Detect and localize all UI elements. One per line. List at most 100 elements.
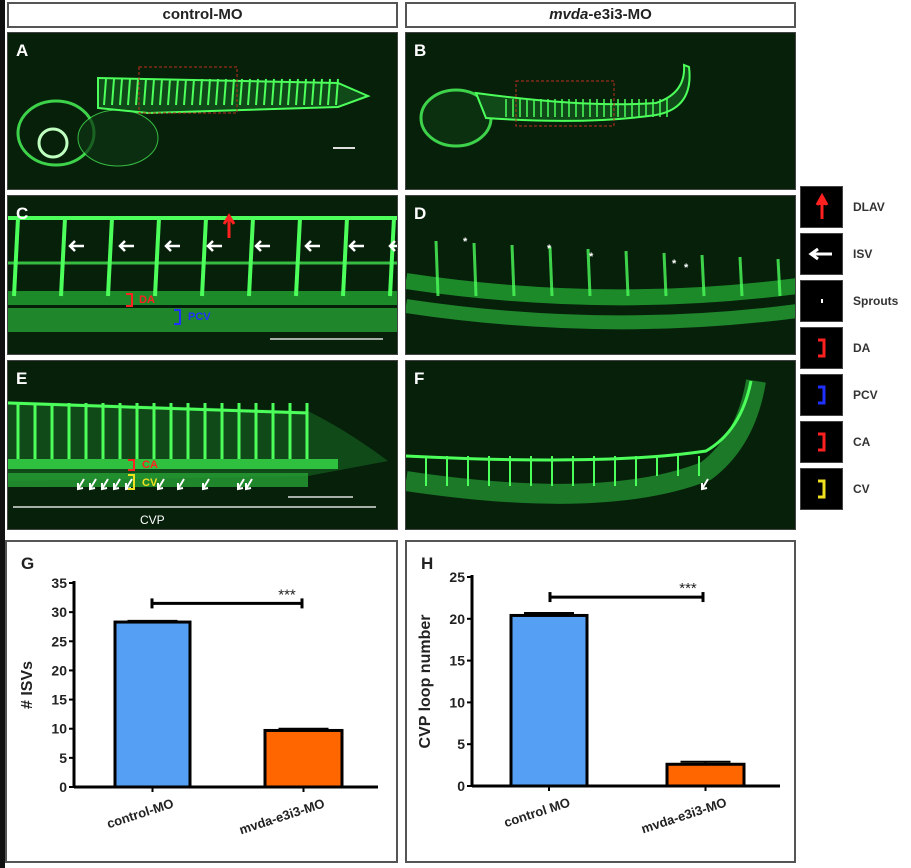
- isv-vessel: [776, 258, 782, 297]
- panel-label-c: C: [16, 204, 29, 223]
- legend-swatch: [800, 421, 843, 463]
- y-tick-label: 15: [51, 692, 67, 708]
- cardinal-vein: [8, 308, 397, 332]
- tail-vessels-control: [8, 401, 388, 508]
- cvp-arrow-icon: [77, 478, 85, 491]
- isv-arrow-icon: [68, 240, 84, 252]
- caudal-vein: [8, 473, 308, 487]
- x-tick-label: control-MO: [105, 796, 176, 832]
- cvp-arrow-icon: [89, 478, 97, 491]
- image-panel-a: A: [7, 32, 398, 190]
- y-tick-label: 25: [449, 569, 465, 585]
- tail: [406, 379, 766, 504]
- red-arrow-up-icon: [815, 192, 829, 219]
- isv-vessel: [510, 244, 516, 297]
- tail-vessels-mvda: [406, 379, 766, 504]
- yolk: [77, 109, 159, 167]
- isv-vessel: [255, 78, 259, 106]
- isv-vessel: [434, 240, 440, 297]
- isv-vessel: [335, 78, 339, 106]
- cvp-arrow-icon: [237, 478, 245, 491]
- legend-swatch: [800, 327, 843, 369]
- isv-vessel: [263, 78, 267, 106]
- isv-arrow-icon: [304, 240, 320, 252]
- significance-label: ***: [278, 586, 296, 603]
- isv-arrow-icon: [206, 240, 222, 252]
- isv-vessel: [175, 78, 179, 106]
- isv-vessel: [341, 217, 349, 297]
- y-tick-label: 10: [51, 721, 67, 737]
- panel-label-f: F: [414, 369, 425, 388]
- isv-vessel: [12, 217, 20, 297]
- bar: [263, 728, 344, 789]
- y-tick-label: 25: [51, 633, 67, 649]
- zoom-region-box: [515, 80, 615, 127]
- chart-g-svg: 0 5 10 15 20 25 30 35 # ISVs control-MO mvda-e3i3-…: [19, 575, 378, 837]
- dlav-vessel: [8, 401, 309, 415]
- sprout-marker: *: [463, 236, 468, 248]
- isv-vessel: [319, 78, 323, 106]
- isv-vessel: [215, 78, 219, 106]
- isv-vessel: [199, 78, 203, 106]
- dlav-vessel: [406, 380, 753, 462]
- isv-vessel: [247, 217, 255, 297]
- y-tick-label: 10: [449, 694, 465, 710]
- panel-label-d: D: [414, 204, 427, 223]
- header-mvda-italic: mvda: [549, 6, 589, 23]
- cvp-arrow-icon: [177, 478, 185, 491]
- isv-vessel: [327, 78, 331, 106]
- cvp-arrow-icon: [113, 478, 121, 491]
- y-tick-label: 20: [449, 611, 465, 627]
- white-arrow-left-icon: [808, 247, 832, 261]
- isv-vessel: [279, 78, 283, 106]
- legend-glyph: [818, 432, 826, 452]
- image-panel-d: D * * * * *: [405, 195, 796, 355]
- header-control-text: control-MO: [162, 6, 243, 23]
- isv-vessel: [223, 78, 227, 106]
- left-border: [0, 0, 5, 868]
- y-tick-label: 0: [457, 778, 465, 794]
- isv-vessel: [662, 252, 668, 297]
- isv-vessel: [191, 78, 195, 106]
- legend-label: DA: [853, 341, 871, 355]
- bar: [113, 620, 192, 789]
- isv-vessel: [151, 78, 155, 106]
- cvp-arrow-icon: [701, 478, 709, 491]
- panel-label-b: B: [414, 41, 427, 60]
- image-panel-e: E CA CV CVP: [7, 360, 398, 530]
- legend-label: ISV: [853, 247, 873, 261]
- isv-vessel: [247, 78, 251, 106]
- legend-label: CV: [853, 482, 870, 496]
- isv-arrow-icon: [254, 240, 270, 252]
- cv-annotation: CV: [142, 477, 158, 489]
- legend-swatch: [800, 468, 843, 510]
- isv-vessel: [231, 78, 235, 106]
- legend-label: CA: [853, 435, 871, 449]
- significance-label: ***: [679, 580, 697, 597]
- sprout-marker: *: [672, 258, 677, 270]
- ca-bracket-icon: [128, 459, 135, 471]
- isv-vessel: [103, 78, 107, 106]
- image-panel-c: C DA PCV: [7, 195, 398, 355]
- legend-label: Sprouts: [853, 294, 899, 308]
- cv-bracket-icon: [128, 474, 135, 490]
- panel-label-e: E: [16, 369, 28, 388]
- isv-vessel: [127, 78, 131, 106]
- isv-vessel: [106, 217, 114, 297]
- isv-vessel: [472, 242, 478, 297]
- isv-vessel: [311, 78, 315, 106]
- fish-eye: [37, 127, 69, 159]
- isv-vessel: [135, 78, 139, 106]
- isv-vessel: [700, 254, 706, 297]
- legend-glyph: [818, 479, 826, 499]
- header-mvda: mvda-e3i3-MO: [405, 2, 796, 28]
- zoom-region-box: [138, 66, 238, 114]
- red-bracket-icon: [818, 338, 826, 358]
- asterisk-icon: [821, 299, 823, 303]
- isv-vessel: [207, 78, 211, 106]
- y-tick-label: 5: [457, 736, 465, 752]
- legend-swatch: [800, 374, 843, 416]
- x-tick-label: control MO: [502, 795, 572, 830]
- cardinal-vein: [406, 299, 795, 330]
- header-control: control-MO: [7, 2, 398, 28]
